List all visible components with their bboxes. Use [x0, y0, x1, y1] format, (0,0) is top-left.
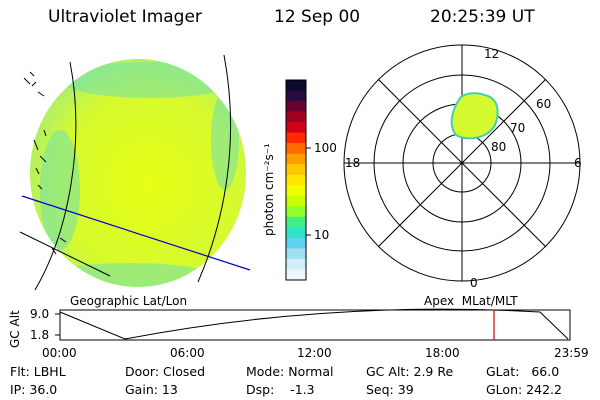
- status-gc-alt: GC Alt: 2.9 Re: [366, 364, 454, 379]
- apex-caption: Apex MLat/MLT: [424, 294, 518, 308]
- status-mode: Mode: Normal: [246, 364, 334, 379]
- mlt-label-12: 12: [484, 47, 500, 61]
- gc-alt-ylabel: GC Alt: [8, 310, 22, 348]
- lat-label-80: 80: [491, 140, 507, 154]
- polar-plot: [343, 44, 581, 282]
- status-glat: GLat: 66.0: [486, 364, 560, 379]
- colorbar-stripe: [286, 206, 306, 218]
- mlt-label-18: 18: [345, 156, 361, 170]
- colorbar-stripe: [286, 237, 306, 249]
- x-tick-0000: 00:00: [42, 346, 77, 360]
- x-tick-1800: 18:00: [425, 346, 460, 360]
- mlt-label-6: 6: [574, 156, 582, 170]
- date-label: 12 Sep 00: [274, 7, 361, 27]
- colorbar-tick-100: 100: [314, 141, 337, 155]
- colorbar-stripe: [286, 185, 306, 197]
- status-ip: IP: 36.0: [10, 382, 58, 397]
- meridian-line-right: [197, 54, 231, 283]
- colorbar-unit-label: photon cm⁻²s⁻¹: [262, 143, 276, 236]
- colorbar-stripe: [286, 164, 306, 176]
- colorbar-stripe: [286, 195, 306, 207]
- colorbar-stripe: [286, 269, 306, 281]
- status-flt: Flt: LBHL: [10, 364, 66, 379]
- altitude-plot: [55, 308, 571, 341]
- colorbar-tick-10: 10: [314, 228, 330, 242]
- status-seq: Seq: 39: [366, 382, 414, 397]
- time-label: 20:25:39 UT: [430, 7, 535, 27]
- colorbar: [285, 79, 311, 281]
- colorbar-stripe: [286, 248, 306, 260]
- colorbar-stripe: [286, 153, 306, 165]
- alt-tick-9: 9.0: [30, 307, 50, 321]
- meridian-line-left: [34, 61, 77, 291]
- status-dsp: Dsp: -1.3: [246, 382, 315, 397]
- x-tick-0600: 06:00: [170, 346, 205, 360]
- colorbar-stripe: [286, 132, 306, 144]
- lat-label-60: 60: [536, 97, 552, 111]
- colorbar-stripe: [286, 111, 306, 123]
- colorbar-stripe: [286, 227, 306, 239]
- instrument-title: Ultraviolet Imager: [48, 7, 202, 27]
- colorbar-stripe: [286, 122, 306, 134]
- colorbar-stripe: [286, 80, 306, 92]
- globe-image: [19, 54, 251, 291]
- x-tick-1200: 12:00: [297, 346, 332, 360]
- x-tick-2359: 23:59: [554, 346, 589, 360]
- alt-tick-1-8: 1.8: [30, 328, 50, 342]
- colorbar-stripe: [286, 90, 306, 102]
- latitude-line-black: [19, 231, 111, 277]
- colorbar-stripe: [286, 258, 306, 270]
- geographic-caption: Geographic Lat/Lon: [70, 294, 188, 308]
- mlt-label-0: 0: [470, 276, 478, 290]
- latitude-line-blue: [21, 195, 251, 271]
- status-gain: Gain: 13: [125, 382, 178, 397]
- status-door: Door: Closed: [125, 364, 206, 379]
- auroral-oval-blob: [450, 92, 499, 140]
- colorbar-stripe: [286, 143, 306, 155]
- colorbar-stripe: [286, 216, 306, 228]
- colorbar-stripe: [286, 174, 306, 186]
- colorbar-stripe: [286, 101, 306, 113]
- lat-label-70: 70: [510, 121, 526, 135]
- status-glon: GLon: 242.2: [486, 382, 562, 397]
